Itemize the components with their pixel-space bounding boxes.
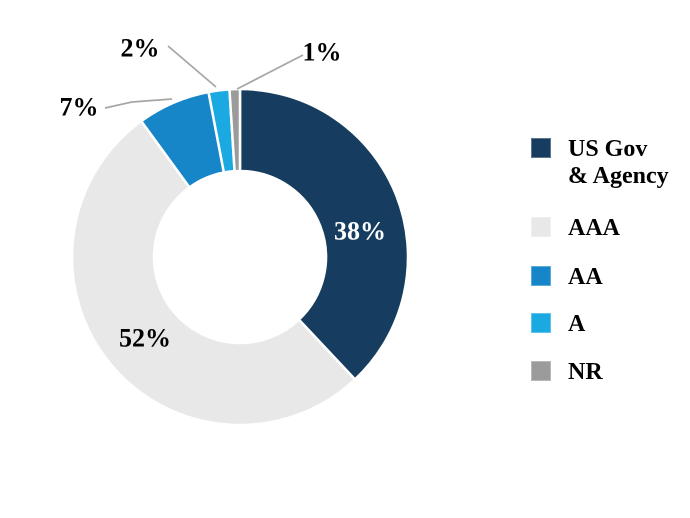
slice-label-aa: 7% bbox=[60, 93, 99, 122]
slice-nr bbox=[228, 87, 242, 173]
slice-label-aaa: 52% bbox=[119, 324, 171, 353]
slice-us-gov-agency bbox=[238, 87, 410, 382]
leader-line-aa bbox=[104, 98, 173, 109]
leader-line-nr bbox=[236, 54, 304, 90]
slice-label-nr: 1% bbox=[303, 38, 342, 67]
slice-label-us-gov-agency: 38% bbox=[334, 217, 386, 246]
leader-line-a bbox=[167, 45, 217, 88]
slice-aaa bbox=[70, 119, 357, 427]
slice-label-a: 2% bbox=[121, 34, 160, 63]
